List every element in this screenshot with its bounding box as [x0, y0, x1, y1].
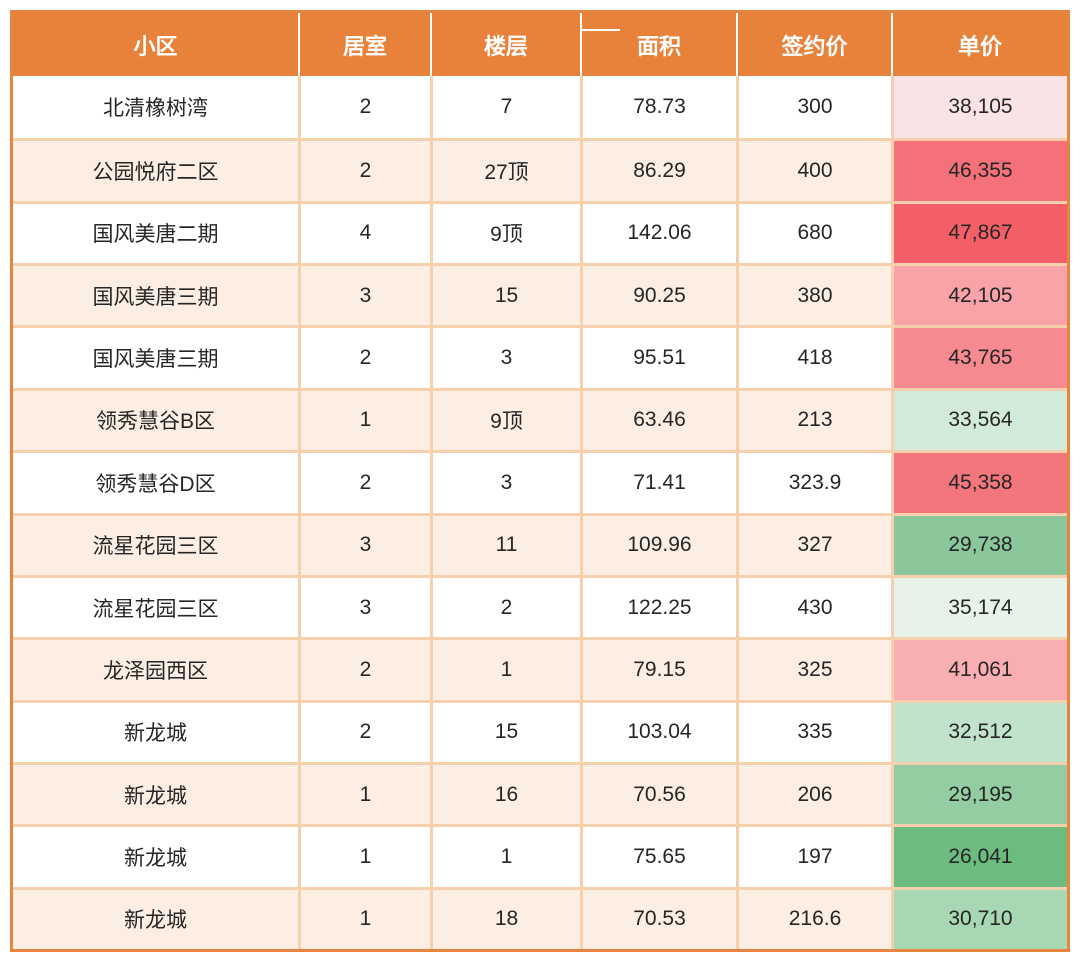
cell-contract-price: 325 — [736, 637, 891, 700]
cell-area: 103.04 — [580, 699, 736, 762]
cell-contract-price: 300 — [736, 76, 891, 139]
cell-area: 95.51 — [580, 325, 736, 388]
cell-floor: 7 — [430, 76, 580, 139]
cell-community: 国风美唐三期 — [13, 263, 298, 326]
cell-floor: 15 — [430, 699, 580, 762]
cell-community: 流星花园三区 — [13, 574, 298, 638]
cell-community: 流星花园三区 — [13, 512, 298, 575]
cell-rooms: 1 — [298, 387, 430, 451]
header-community: 小区 — [13, 13, 298, 76]
cell-community: 新龙城 — [13, 761, 298, 825]
cell-contract-price: 213 — [736, 387, 891, 451]
cell-floor: 3 — [430, 325, 580, 388]
cell-rooms: 2 — [298, 450, 430, 513]
cell-rooms: 1 — [298, 886, 430, 949]
cell-rooms: 4 — [298, 200, 430, 264]
cell-rooms: 3 — [298, 574, 430, 638]
cell-unit-price: 47,867 — [891, 200, 1067, 264]
cell-contract-price: 323.9 — [736, 450, 891, 513]
cell-contract-price: 335 — [736, 699, 891, 762]
cell-floor: 15 — [430, 263, 580, 326]
cell-floor: 1 — [430, 824, 580, 887]
cell-area: 63.46 — [580, 387, 736, 451]
cell-area: 90.25 — [580, 263, 736, 326]
cell-unit-price: 45,358 — [891, 450, 1067, 513]
cell-contract-price: 327 — [736, 512, 891, 575]
cell-rooms: 3 — [298, 512, 430, 575]
cell-rooms: 2 — [298, 637, 430, 700]
cell-rooms: 3 — [298, 263, 430, 326]
cell-rooms: 2 — [298, 76, 430, 139]
cell-area: 70.56 — [580, 761, 736, 825]
cell-unit-price: 26,041 — [891, 824, 1067, 887]
cell-contract-price: 216.6 — [736, 886, 891, 949]
cell-rooms: 2 — [298, 325, 430, 388]
cell-contract-price: 206 — [736, 761, 891, 825]
cell-unit-price: 35,174 — [891, 574, 1067, 638]
header-artifact-line — [582, 29, 620, 31]
cell-community: 龙泽园西区 — [13, 637, 298, 700]
price-table-grid: 小区 居室 楼层 面积 签约价 单价 北清橡树湾 2 7 78.73 300 38,105… — [13, 13, 1067, 949]
cell-area: 71.41 — [580, 450, 736, 513]
cell-unit-price: 46,355 — [891, 138, 1067, 201]
cell-unit-price: 41,061 — [891, 637, 1067, 700]
cell-unit-price: 42,105 — [891, 263, 1067, 326]
cell-unit-price: 29,195 — [891, 761, 1067, 825]
cell-area: 70.53 — [580, 886, 736, 949]
header-contract-price: 签约价 — [736, 13, 891, 76]
cell-community: 新龙城 — [13, 824, 298, 887]
cell-floor: 16 — [430, 761, 580, 825]
cell-area: 109.96 — [580, 512, 736, 575]
cell-rooms: 1 — [298, 761, 430, 825]
cell-contract-price: 418 — [736, 325, 891, 388]
cell-unit-price: 30,710 — [891, 886, 1067, 949]
cell-unit-price: 32,512 — [891, 699, 1067, 762]
cell-floor: 11 — [430, 512, 580, 575]
cell-area: 78.73 — [580, 76, 736, 139]
cell-community: 新龙城 — [13, 886, 298, 949]
cell-contract-price: 400 — [736, 138, 891, 201]
cell-area: 75.65 — [580, 824, 736, 887]
cell-community: 领秀慧谷D区 — [13, 450, 298, 513]
cell-community: 新龙城 — [13, 699, 298, 762]
header-unit-price: 单价 — [891, 13, 1067, 76]
cell-community: 北清橡树湾 — [13, 76, 298, 139]
cell-floor: 27顶 — [430, 138, 580, 201]
cell-area: 122.25 — [580, 574, 736, 638]
cell-area: 142.06 — [580, 200, 736, 264]
cell-floor: 1 — [430, 637, 580, 700]
cell-floor: 9顶 — [430, 387, 580, 451]
cell-contract-price: 680 — [736, 200, 891, 264]
cell-unit-price: 29,738 — [891, 512, 1067, 575]
cell-unit-price: 43,765 — [891, 325, 1067, 388]
cell-area: 79.15 — [580, 637, 736, 700]
cell-floor: 18 — [430, 886, 580, 949]
cell-floor: 3 — [430, 450, 580, 513]
cell-contract-price: 430 — [736, 574, 891, 638]
cell-contract-price: 380 — [736, 263, 891, 326]
cell-contract-price: 197 — [736, 824, 891, 887]
cell-rooms: 1 — [298, 824, 430, 887]
price-table: 小区 居室 楼层 面积 签约价 单价 北清橡树湾 2 7 78.73 300 38,105… — [10, 10, 1070, 952]
cell-area: 86.29 — [580, 138, 736, 201]
cell-rooms: 2 — [298, 138, 430, 201]
cell-floor: 2 — [430, 574, 580, 638]
cell-floor: 9顶 — [430, 200, 580, 264]
cell-rooms: 2 — [298, 699, 430, 762]
cell-community: 公园悦府二区 — [13, 138, 298, 201]
header-floor: 楼层 — [430, 13, 580, 76]
cell-unit-price: 33,564 — [891, 387, 1067, 451]
cell-community: 国风美唐二期 — [13, 200, 298, 264]
header-area: 面积 — [580, 13, 736, 76]
cell-community: 领秀慧谷B区 — [13, 387, 298, 451]
header-rooms: 居室 — [298, 13, 430, 76]
cell-unit-price: 38,105 — [891, 76, 1067, 139]
cell-community: 国风美唐三期 — [13, 325, 298, 388]
